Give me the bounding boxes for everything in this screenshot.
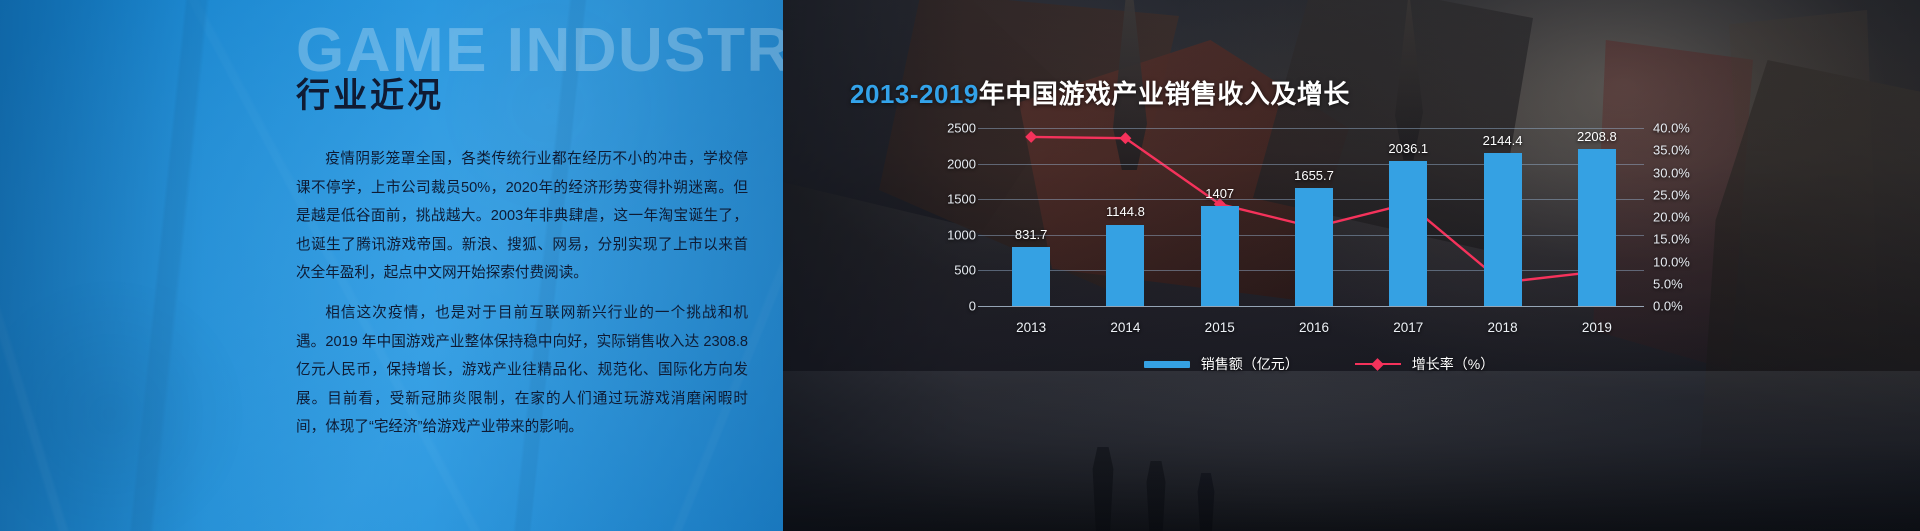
chart-bar [1012,246,1051,306]
y-axis-left-tick-label: 2500 [947,120,976,136]
legend-bar-swatch-icon [1143,360,1190,368]
chart-title: 2013-2019年中国游戏产业销售收入及增长 [850,74,1350,111]
chart-bar-value-label: 1655.7 [1294,168,1334,184]
watermark-text: GAME INDUSTRY [296,16,783,85]
chart-plot-area: 0 500 1000 1500 2000 2500 0.0% 5.0% 10.0% 15.0% 20… [947,121,1690,336]
paragraph-1-text: 疫情阴影笼罩全国，各类传统行业都在经历不小的冲击，学校停课不停学，上市公司裁员5… [296,151,748,282]
y-axis-right-tick-label: 5.0% [1653,276,1683,292]
page-title: 行业近况 [296,77,444,115]
chart-bar [1200,205,1239,306]
y-axis-right-tick-label: 40.0% [1653,120,1690,136]
y-axis-right-tick-label: 0.0% [1653,298,1683,314]
y-axis-right-tick-label: 15.0% [1653,231,1690,247]
x-axis-tick-label: 2014 [1110,320,1141,335]
y-axis-right-tick-label: 10.0% [1653,254,1690,269]
legend-item[interactable]: 销售额（亿元） [1143,354,1299,374]
x-axis-tick-label: 2018 [1487,320,1518,335]
x-axis-tick-label: 2013 [1016,320,1047,335]
growth-rate-marker [1025,130,1038,143]
chart-gridline [978,128,1644,129]
y-axis-left-tick-label: 500 [954,262,976,278]
chart-bar-value-label: 2208.8 [1576,128,1617,144]
body-copy: 疫情阴影笼罩全国，各类传统行业都在经历不小的冲击，学校停课不停学，上市公司裁员5… [296,145,748,442]
chart-bar-value-label: 1407 [1205,185,1235,201]
y-axis-left-tick-label: 0 [968,298,976,314]
y-axis-left-tick-label: 1500 [947,191,976,207]
legend-line-marker-icon [1354,359,1401,369]
chart-bar-value-label: 831.7 [1014,226,1048,242]
y-axis-right-tick-label: 25.0% [1653,187,1690,203]
chart-bar-value-label: 2144.4 [1482,133,1523,149]
legend-item[interactable]: 增长率（%） [1354,354,1495,374]
x-axis-tick-label: 2015 [1204,320,1235,335]
chart-gridline [978,163,1644,165]
x-axis-tick-label: 2017 [1393,320,1424,335]
left-content-panel: GAME INDUSTRY 行业近况 疫情阴影笼罩全国，各类传统行业都在经历不小… [0,0,783,531]
paragraph-1: 疫情阴影笼罩全国，各类传统行业都在经历不小的冲击，学校停课不停学，上市公司裁员5… [296,145,748,288]
y-axis-right-tick-label: 20.0% [1653,209,1690,225]
chart-legend: 销售额（亿元） 增长率（%） [819,354,1819,374]
y-axis-right-tick-label: 35.0% [1653,142,1690,158]
paragraph-2: 相信这次疫情，也是对于目前互联网新兴行业的一个挑战和机遇。2019 年中国游戏产… [296,299,748,442]
chart-bar [1483,153,1522,306]
chart-gridline [978,306,1644,307]
chart-bar [1295,188,1333,306]
chart-title-rest: 年中国游戏产业销售收入及增长 [978,79,1350,109]
chart-bar-value-label: 1144.8 [1106,204,1145,220]
paragraph-2-text: 相信这次疫情，也是对于目前互联网新兴行业的一个挑战和机遇。2019 年中国游戏产… [296,304,748,436]
chart-title-years: 2013-2019 [850,79,979,109]
chart-bar [1577,148,1616,306]
x-axis-tick-label: 2019 [1581,320,1612,335]
right-artwork-panel: 2013-2019年中国游戏产业销售收入及增长 0 500 1000 1500 2000… [783,0,1920,531]
chart-bar [1389,161,1428,306]
legend-item-label: 销售额（亿元） [1200,356,1299,372]
sales-and-growth-chart: 0 500 1000 1500 2000 2500 0.0% 5.0% 10.0% 15.0% 20… [819,121,1819,402]
chart-bar-value-label: 2036.1 [1388,141,1429,157]
x-axis-tick-label: 2016 [1298,320,1330,335]
chart-bar [1106,224,1145,306]
y-axis-right-tick-label: 30.0% [1653,165,1690,180]
y-axis-left-tick-label: 2000 [947,156,976,172]
y-axis-left-tick-label: 1000 [947,227,976,243]
legend-item-label: 增长率（%） [1411,356,1495,372]
